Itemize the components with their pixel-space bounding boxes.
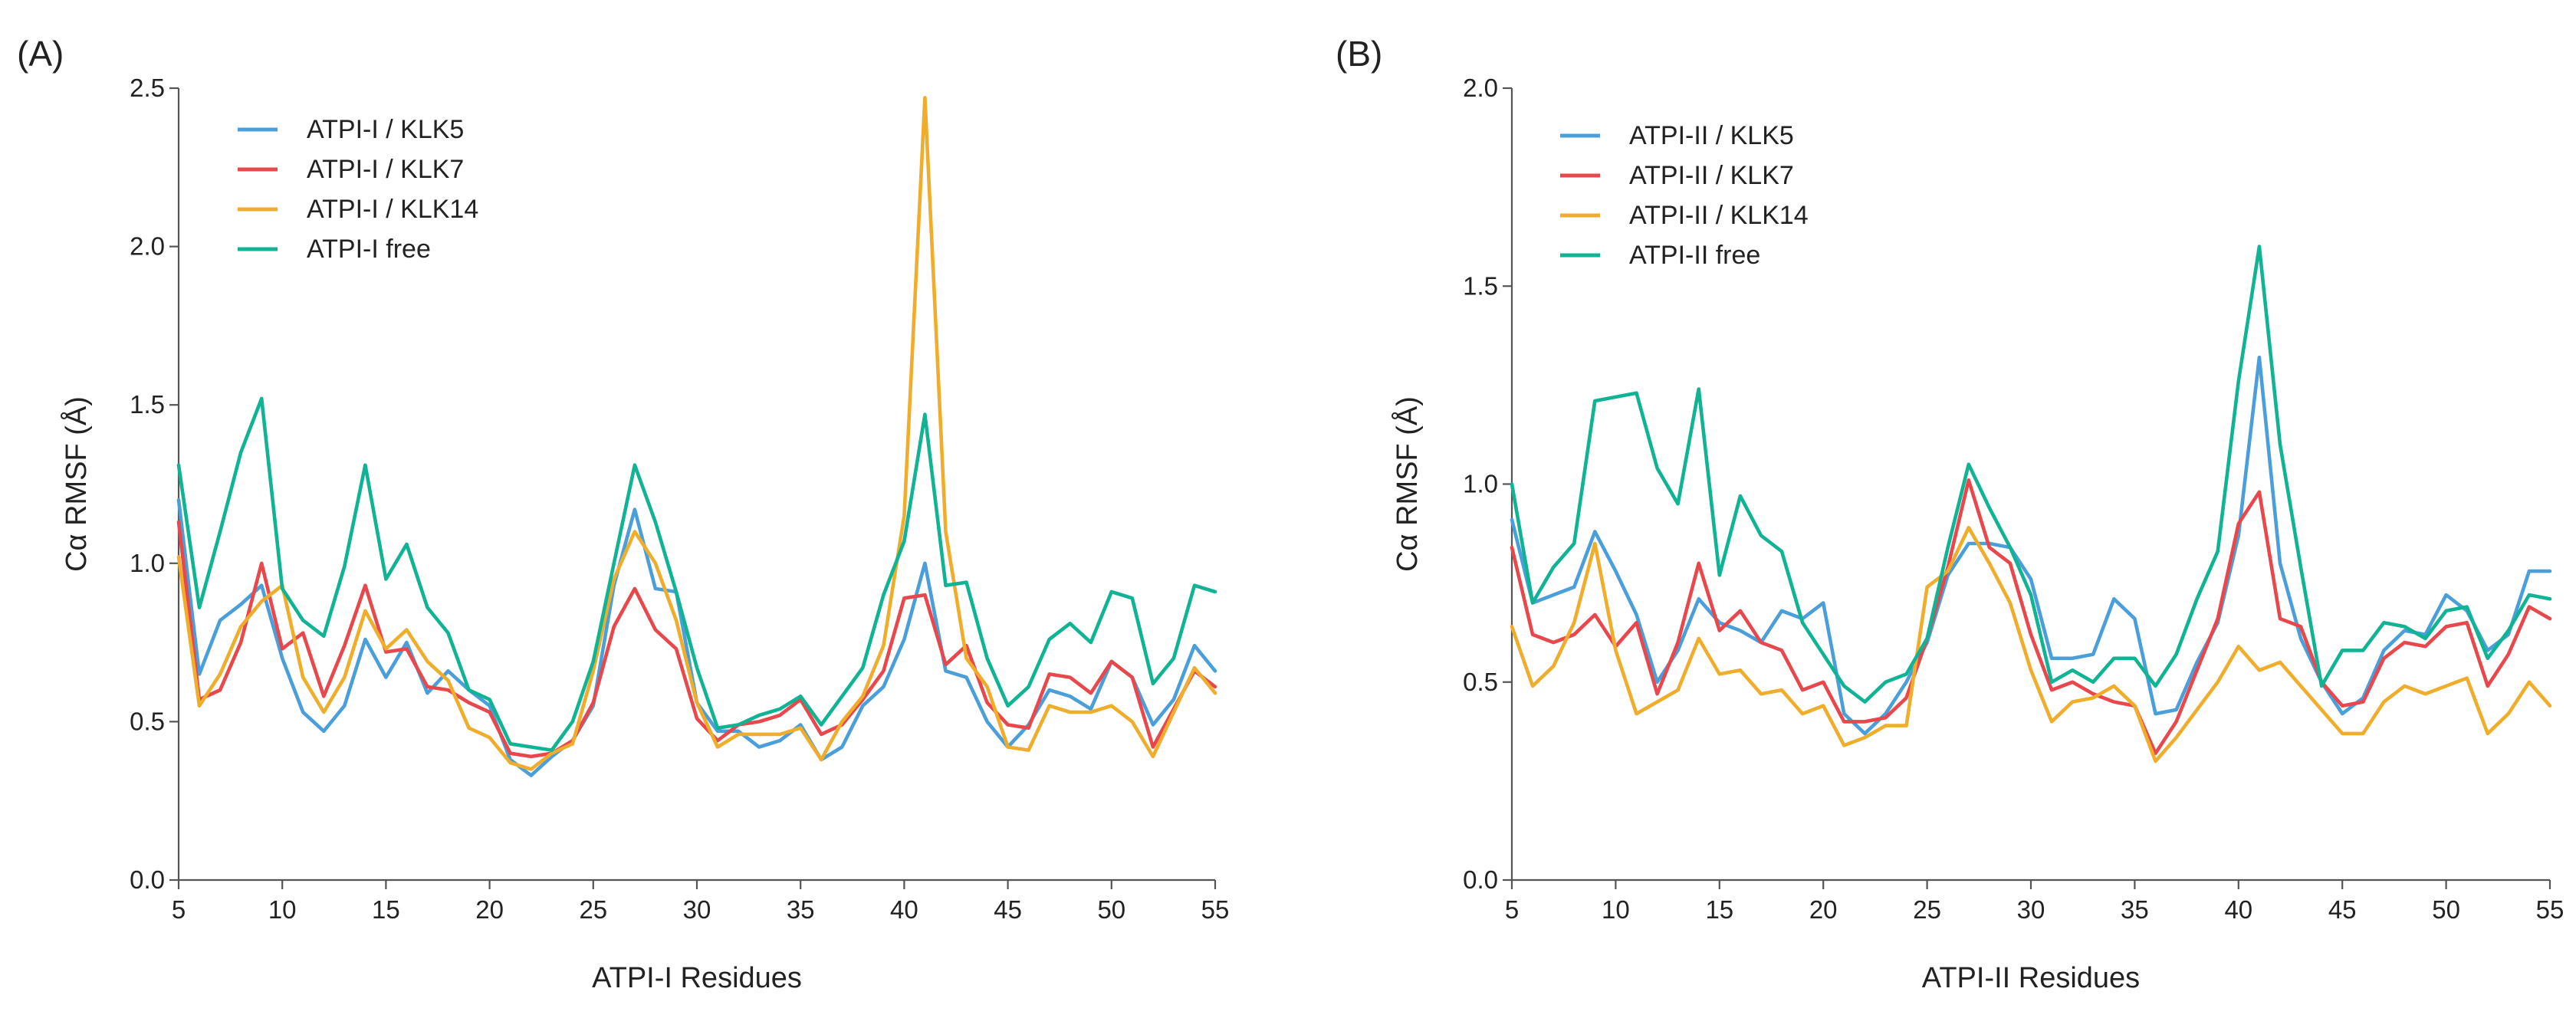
y-tick-label: 1.5 [1463, 271, 1498, 300]
x-tick-label: 50 [1097, 895, 1125, 924]
legend-entry: ATPI-I / KLK14 [307, 195, 478, 224]
legend-entry: ATPI-I / KLK5 [307, 115, 464, 144]
legend-entry: ATPI-I / KLK7 [307, 155, 464, 184]
y-tick-label: 0.0 [130, 865, 165, 894]
x-tick-label: 55 [1201, 895, 1230, 924]
y-tick-label: 1.5 [130, 390, 165, 419]
x-tick-label: 20 [475, 895, 504, 924]
legend-entry: ATPI-I free [307, 235, 431, 264]
series-line-3 [1510, 245, 2552, 704]
x-tick-label: 15 [1705, 895, 1733, 924]
y-axis-title: Cα RMSF (Å) [1390, 396, 1424, 572]
x-tick-label: 45 [994, 895, 1022, 924]
y-tick-label: 0.5 [130, 707, 165, 735]
chart-panel-1: (B) 0.0 0.5 1.0 1.5 2.0 5 10 15 20 25 30 35 40 45 50 55 A… [1336, 34, 2564, 994]
series-line-2 [1510, 525, 2552, 764]
x-tick-label: 25 [1913, 895, 1941, 924]
x-axis-title: ATPI-I Residues [592, 962, 802, 994]
x-tick-label: 20 [1809, 895, 1838, 924]
y-tick-label: 1.0 [130, 549, 165, 577]
x-tick-label: 30 [2017, 895, 2045, 924]
x-tick-label: 35 [787, 895, 815, 924]
legend-entry: ATPI-II / KLK14 [1629, 201, 1809, 230]
x-tick-label: 35 [2121, 895, 2149, 924]
y-axis-title: Cα RMSF (Å) [59, 396, 93, 572]
y-tick-label: 0.0 [1463, 865, 1498, 894]
x-tick-label: 30 [683, 895, 711, 924]
x-tick-label: 55 [2536, 895, 2564, 924]
series-line-0 [1510, 355, 2552, 736]
x-tick-label: 40 [890, 895, 918, 924]
x-axis-title: ATPI-II Residues [1922, 962, 2140, 994]
chart-panel-0: (A) 0.0 0.5 1.0 1.5 2.0 2.5 5 10 15 20 25 30 35 40 45 50… [17, 34, 1229, 994]
x-tick-label: 15 [372, 895, 400, 924]
panel-label: (A) [17, 34, 64, 74]
y-tick-label: 2.0 [1463, 74, 1498, 102]
series-line-0 [176, 498, 1217, 777]
x-tick-label: 10 [1602, 895, 1630, 924]
series-line-3 [176, 396, 1217, 752]
x-tick-label: 50 [2432, 895, 2460, 924]
x-tick-label: 25 [579, 895, 607, 924]
y-tick-label: 0.5 [1463, 668, 1498, 696]
y-tick-label: 2.5 [130, 74, 165, 102]
legend: ATPI-I / KLK5 ATPI-I / KLK7 ATPI-I / KLK14… [238, 115, 478, 264]
x-tick-label: 5 [1505, 895, 1519, 924]
x-tick-label: 5 [172, 895, 186, 924]
series-line-1 [176, 520, 1217, 759]
y-tick-label: 1.0 [1463, 470, 1498, 498]
x-tick-label: 40 [2224, 895, 2252, 924]
x-tick-label: 45 [2328, 895, 2357, 924]
legend-entry: ATPI-II free [1629, 241, 1760, 270]
legend: ATPI-II / KLK5 ATPI-II / KLK7 ATPI-II / KL… [1560, 121, 1809, 270]
series-line-1 [1510, 478, 2552, 756]
y-tick-label: 2.0 [130, 232, 165, 261]
panel-label: (B) [1336, 34, 1382, 74]
series-line-2 [176, 96, 1217, 771]
legend-entry: ATPI-II / KLK5 [1629, 121, 1794, 150]
legend-entry: ATPI-II / KLK7 [1629, 161, 1794, 190]
x-tick-label: 10 [268, 895, 297, 924]
